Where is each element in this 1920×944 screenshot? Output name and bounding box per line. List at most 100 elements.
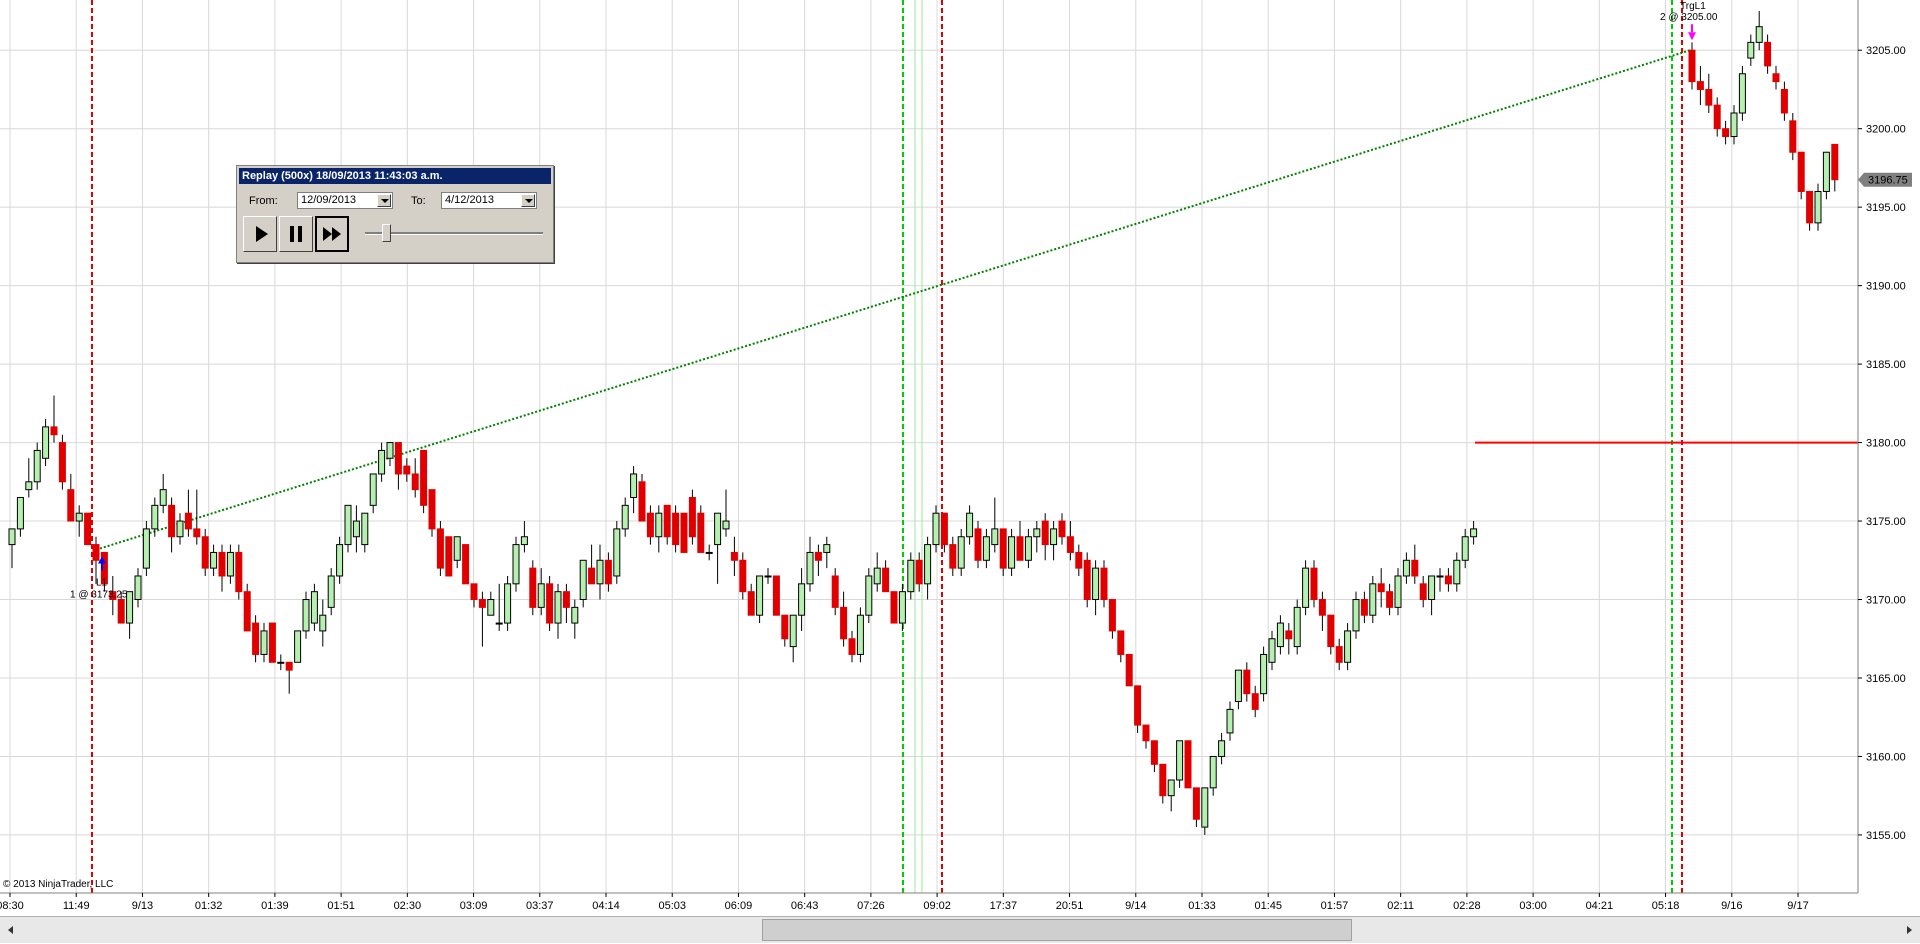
- from-date-select[interactable]: 12/09/2013: [297, 192, 393, 209]
- candle: [756, 575, 764, 624]
- candle-body: [294, 630, 302, 663]
- price-tick-label: 3190.00: [1866, 281, 1906, 293]
- time-tick-label: 03:09: [460, 900, 488, 912]
- candle: [1470, 521, 1478, 545]
- candle: [1218, 732, 1226, 765]
- candle: [1251, 685, 1259, 718]
- play-button[interactable]: [243, 216, 277, 252]
- replay-panel[interactable]: Replay (500x) 18/09/2013 11:43:03 a.m. F…: [236, 165, 554, 263]
- candle-body: [319, 614, 327, 632]
- candle: [772, 575, 780, 616]
- candle-body: [1276, 622, 1284, 648]
- slider-thumb[interactable]: [382, 224, 391, 242]
- chevron-down-icon[interactable]: [521, 194, 535, 207]
- candle: [210, 544, 218, 576]
- candle-body: [243, 591, 251, 632]
- candle-body: [1092, 567, 1100, 601]
- candle-body: [1436, 575, 1444, 578]
- time-tick-label: 01:45: [1254, 900, 1282, 912]
- candle: [1184, 740, 1192, 789]
- candle-body: [168, 504, 176, 538]
- candle: [327, 568, 335, 616]
- candle: [1318, 591, 1326, 631]
- candle-body: [1008, 536, 1016, 569]
- candle-body: [613, 528, 621, 577]
- from-date-value: 12/09/2013: [301, 194, 357, 206]
- candle: [1276, 615, 1284, 655]
- fast-forward-button[interactable]: [315, 216, 349, 252]
- candle-body: [210, 551, 218, 569]
- candle: [1125, 653, 1133, 687]
- candle-body: [344, 504, 352, 546]
- candle-body: [722, 520, 730, 530]
- candle-body: [1780, 88, 1788, 114]
- candle: [1268, 630, 1276, 671]
- chevron-down-icon[interactable]: [377, 194, 391, 207]
- trade-connector-line: [99, 49, 1691, 550]
- candle: [453, 536, 461, 569]
- candle: [285, 661, 293, 694]
- candle-body: [907, 559, 915, 593]
- scrollbar-thumb[interactable]: [762, 919, 1352, 941]
- time-tick-label: 03:00: [1519, 900, 1547, 912]
- time-tick-label: 05:03: [658, 900, 686, 912]
- scroll-right-icon[interactable]: [1900, 921, 1918, 939]
- candle-body: [764, 575, 772, 578]
- candle-body: [1024, 536, 1032, 561]
- candle: [604, 552, 612, 592]
- candle-body: [588, 567, 596, 585]
- to-date-select[interactable]: 4/12/2013: [441, 192, 537, 209]
- time-tick-label: 17:37: [990, 900, 1018, 912]
- candle: [1377, 568, 1385, 608]
- candle-body: [705, 551, 713, 554]
- candle-body: [571, 606, 579, 624]
- candle: [1369, 575, 1377, 624]
- candle: [369, 473, 377, 514]
- time-tick-label: 02:28: [1453, 900, 1481, 912]
- candle-body: [1100, 567, 1108, 601]
- exit-arrow-icon: [1688, 32, 1696, 41]
- candle-body: [1428, 575, 1436, 601]
- candle: [546, 575, 554, 631]
- candle-body: [1167, 779, 1175, 797]
- candle-body: [1075, 551, 1083, 569]
- price-axis-background: [1858, 0, 1920, 893]
- candle: [126, 591, 134, 639]
- candle: [1243, 662, 1251, 702]
- candle-body: [1083, 559, 1091, 601]
- entry-arrow-icon: [98, 556, 106, 564]
- time-tick-label: 07:26: [857, 900, 885, 912]
- candle: [739, 552, 747, 600]
- candle: [1402, 552, 1410, 584]
- candle-body: [672, 512, 680, 546]
- time-tick-label: 08:30: [0, 900, 24, 912]
- candle: [1310, 560, 1318, 608]
- candle: [1226, 701, 1234, 741]
- candle-body: [890, 591, 898, 624]
- candle: [470, 583, 478, 608]
- candle-body: [403, 465, 411, 475]
- candle: [1041, 513, 1049, 561]
- candle: [714, 512, 722, 584]
- candle-body: [730, 551, 738, 561]
- horizontal-scrollbar[interactable]: [0, 916, 1920, 943]
- candle: [277, 654, 285, 671]
- pause-button[interactable]: [279, 216, 313, 252]
- candle: [151, 497, 159, 537]
- candle: [638, 473, 646, 522]
- candle-body: [1360, 599, 1368, 616]
- candle: [1831, 143, 1839, 192]
- candle: [1436, 568, 1444, 592]
- candle-body: [1386, 591, 1394, 608]
- replay-speed-slider[interactable]: [365, 224, 543, 246]
- candle: [940, 512, 948, 553]
- time-tick-label: 05:18: [1652, 900, 1680, 912]
- time-tick-label: 03:37: [526, 900, 554, 912]
- scroll-left-icon[interactable]: [2, 921, 20, 939]
- time-tick-label: 02:30: [394, 900, 422, 912]
- candle: [1050, 521, 1058, 561]
- candle: [520, 521, 528, 553]
- candle-body: [882, 567, 890, 593]
- candle-body: [520, 536, 528, 546]
